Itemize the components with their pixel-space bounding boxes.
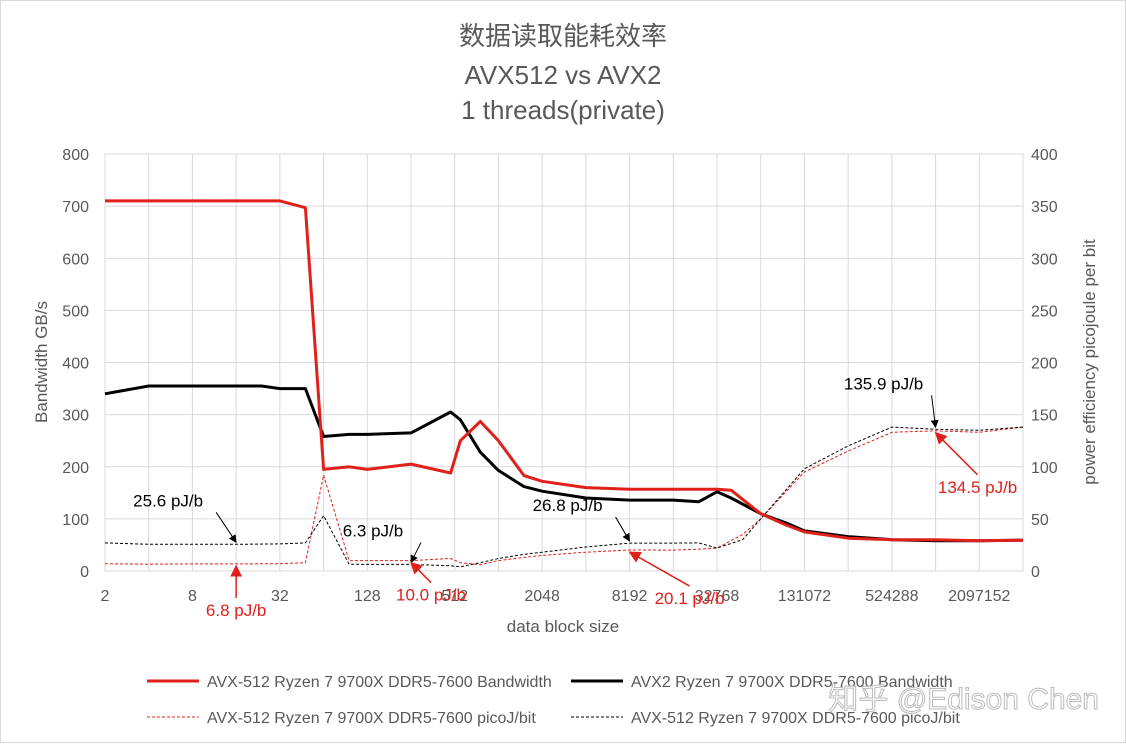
y-right-tick-label-1: 50 [1031, 512, 1049, 529]
y-right-tick-label-7: 350 [1031, 199, 1058, 216]
x-tick-label-5: 2048 [524, 588, 560, 605]
y-right-tick-label-3: 150 [1031, 408, 1058, 425]
x-axis-title: data block size [507, 617, 619, 636]
annotation-label-7: 134.5 pJ/b [938, 478, 1017, 497]
gridlines [104, 153, 1024, 572]
chart-title-line-3: 1 threads(private) [461, 95, 665, 125]
y-left-tick-label-2: 200 [62, 460, 89, 477]
legend-label-avx512-picoj-red: AVX-512 Ryzen 7 9700X DDR5-7600 picoJ/bi… [207, 710, 536, 727]
legend: AVX-512 Ryzen 7 9700X DDR5-7600 Bandwidt… [147, 674, 960, 727]
y-right-tick-label-5: 250 [1031, 303, 1058, 320]
y-left-tick-label-4: 400 [62, 356, 89, 373]
annotation-arrow-1 [410, 542, 422, 564]
annotation-arrow-6 [628, 551, 690, 587]
x-tick-label-0: 2 [101, 588, 110, 605]
y-left-tick-label-1: 100 [62, 512, 89, 529]
x-tick-label-7: 32768 [695, 588, 740, 605]
x-tick-label-8: 131072 [778, 588, 831, 605]
series-line-0 [105, 199, 1024, 543]
series-line-2 [104, 426, 1024, 566]
x-tick-label-2: 32 [271, 588, 289, 605]
chart-title-line-1: 数据读取能耗效率 [459, 21, 667, 51]
y-left-tick-label-8: 800 [62, 147, 89, 164]
y-left-tick-label-0: 0 [80, 564, 89, 581]
annotation-arrow-7 [934, 431, 979, 476]
annotation-arrow-5 [410, 561, 432, 584]
y-left-tick-label-3: 300 [62, 408, 89, 425]
y-left-tick-label-5: 500 [62, 303, 89, 320]
x-tick-label-10: 2097152 [948, 588, 1010, 605]
annotation-label-4: 6.8 pJ/b [206, 601, 267, 620]
y-left-tick-label-7: 700 [62, 199, 89, 216]
annotation-label-0: 25.6 pJ/b [133, 491, 203, 510]
x-tick-label-4: 512 [441, 588, 468, 605]
y-left-tick-labels: 0 100 200 300 400 500 600 700 800 [62, 147, 89, 581]
legend-label-avx512-bandwidth: AVX-512 Ryzen 7 9700X DDR5-7600 Bandwidt… [207, 674, 552, 691]
annotation-label-2: 26.8 pJ/b [533, 496, 603, 515]
annotation-arrow-0 [215, 512, 237, 543]
annotation-arrow-2 [615, 516, 631, 542]
y-right-tick-label-2: 100 [1031, 460, 1058, 477]
x-tick-label-9: 524288 [865, 588, 918, 605]
legend-label-avx2-bandwidth: AVX2 Ryzen 7 9700X DDR5-7600 Bandwidth [631, 674, 953, 691]
annotation-label-1: 6.3 pJ/b [343, 521, 404, 540]
y-left-axis-title: Bandwidth GB/s [32, 301, 51, 423]
y-right-tick-label-6: 300 [1031, 251, 1058, 268]
y-right-tick-label-4: 200 [1031, 356, 1058, 373]
annotation-layer: 25.6 pJ/b 6.3 pJ/b 26.8 pJ/b 135.9 pJ/b 6.8 … [133, 374, 1017, 620]
annotation-arrow-3 [930, 395, 939, 429]
chart-title-line-2: AVX512 vs AVX2 [464, 60, 661, 90]
x-tick-labels: 2 8 32 128 512 2048 8192 32768 131072 524288 20971… [101, 588, 1011, 605]
watermark-text: 知乎 @Edison Chen [828, 683, 1099, 716]
y-left-tick-label-6: 600 [62, 251, 89, 268]
annotation-label-3: 135.9 pJ/b [844, 374, 923, 393]
y-right-tick-label-0: 0 [1031, 564, 1040, 581]
y-right-axis-title: power efficiency picojoule per bit [1080, 239, 1099, 485]
y-right-tick-labels: 0 50 100 150 200 250 300 350 400 [1031, 147, 1058, 581]
x-tick-label-6: 8192 [612, 588, 648, 605]
series-layer [104, 199, 1024, 568]
y-right-tick-label-8: 400 [1031, 147, 1058, 164]
x-tick-label-1: 8 [188, 588, 197, 605]
x-tick-label-3: 128 [354, 588, 381, 605]
annotation-label-5: 10.0 pJ/b [396, 586, 466, 605]
annotation-label-6: 20.1 pJ/b [655, 589, 725, 608]
series-line-3 [104, 426, 1024, 568]
legend-label-avx512-picoj-black: AVX-512 Ryzen 7 9700X DDR5-7600 picoJ/bi… [631, 710, 960, 727]
